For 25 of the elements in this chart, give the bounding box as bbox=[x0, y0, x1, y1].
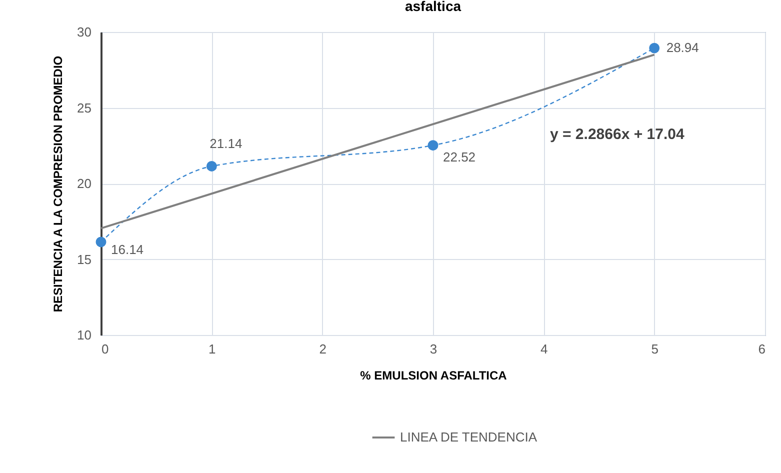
x-axis-title: % EMULSION ASFALTICA bbox=[360, 368, 508, 382]
chart-title: asfaltica bbox=[404, 0, 462, 14]
x-tick-label: 4 bbox=[540, 342, 548, 356]
data-label: 28.94 bbox=[666, 40, 699, 56]
annotation: y = 2.2866x + 17.04 bbox=[550, 126, 685, 143]
x-tick-label: 3 bbox=[430, 342, 438, 356]
y-axis-title: RESITENCIA A LA COMPRESION PROMEDIO bbox=[51, 56, 66, 312]
y-tick-label: 10 bbox=[77, 328, 92, 342]
legend-label: LINEA DE TENDENCIA bbox=[400, 430, 538, 444]
y-tick-label: 20 bbox=[77, 176, 92, 191]
x-tick-label: 2 bbox=[319, 342, 326, 356]
point bbox=[649, 42, 660, 54]
x-tick-label: 5 bbox=[651, 342, 658, 356]
point bbox=[428, 140, 438, 151]
point bbox=[96, 236, 106, 248]
y-tick-label: 30 bbox=[77, 24, 92, 40]
data-label: 22.52 bbox=[443, 149, 476, 164]
y-tick-label: 15 bbox=[77, 252, 92, 267]
x-tick-label: 1 bbox=[208, 342, 216, 356]
x-tick-label: 6 bbox=[758, 342, 766, 356]
y-tick-label: 25 bbox=[77, 100, 92, 116]
data-label: 21.14 bbox=[210, 136, 242, 152]
x-tick-label: 0 bbox=[102, 342, 109, 356]
point bbox=[206, 160, 217, 172]
data-label: 16.14 bbox=[111, 242, 144, 257]
